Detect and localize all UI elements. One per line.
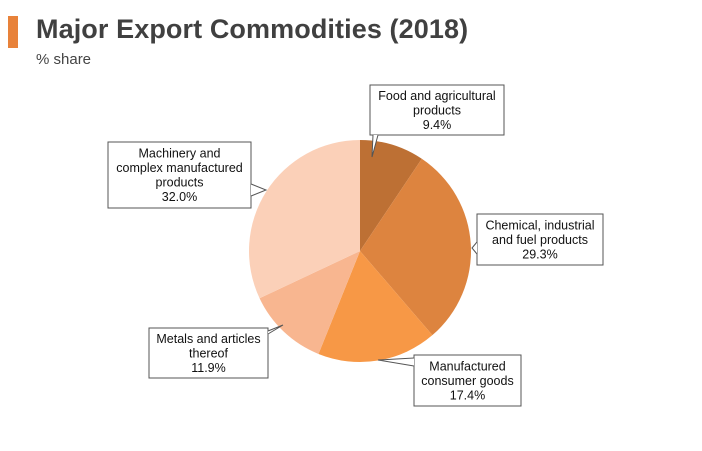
- callout-box: [476, 213, 604, 266]
- slice-value-label: 32.0%: [162, 190, 197, 204]
- callout-pointer: [471, 241, 478, 255]
- callout-pointer: [371, 134, 379, 158]
- pie-slice: [360, 158, 472, 336]
- slice-value-label: 17.4%: [450, 388, 485, 402]
- slice-category-label: thereof: [189, 346, 228, 360]
- callout-pointer: [377, 357, 415, 367]
- slice-value-label: 29.3%: [522, 247, 557, 261]
- callout-pointer: [267, 324, 284, 335]
- callout-box: [413, 354, 522, 407]
- slice-value-label: 11.9%: [191, 361, 226, 375]
- callout-pointer: [250, 183, 268, 197]
- pie-slice: [360, 140, 422, 251]
- slice-category-label: and fuel products: [492, 233, 588, 247]
- slice-category-label: Manufactured: [429, 359, 505, 373]
- pie-slice: [318, 251, 433, 363]
- slice-category-label: complex manufactured: [116, 161, 243, 175]
- title-accent-bar: [8, 16, 18, 48]
- slice-value-label: 9.4%: [423, 118, 452, 132]
- slice-category-label: Metals and articles: [156, 332, 260, 346]
- pie-slice: [259, 251, 360, 354]
- chart-subtitle: % share: [36, 51, 92, 68]
- slice-category-label: Chemical, industrial: [485, 218, 594, 232]
- slice-category-label: products: [156, 176, 204, 190]
- callout-box: [148, 327, 269, 379]
- callout-box: [107, 141, 252, 209]
- slice-category-label: Machinery and: [139, 147, 221, 161]
- slice-category-label: Food and agricultural: [378, 89, 495, 103]
- slice-category-label: consumer goods: [421, 374, 513, 388]
- chart-title: Major Export Commodities (2018): [36, 14, 469, 44]
- slice-category-label: products: [413, 103, 461, 117]
- pie-slice: [248, 140, 360, 299]
- callout-box: [369, 84, 505, 136]
